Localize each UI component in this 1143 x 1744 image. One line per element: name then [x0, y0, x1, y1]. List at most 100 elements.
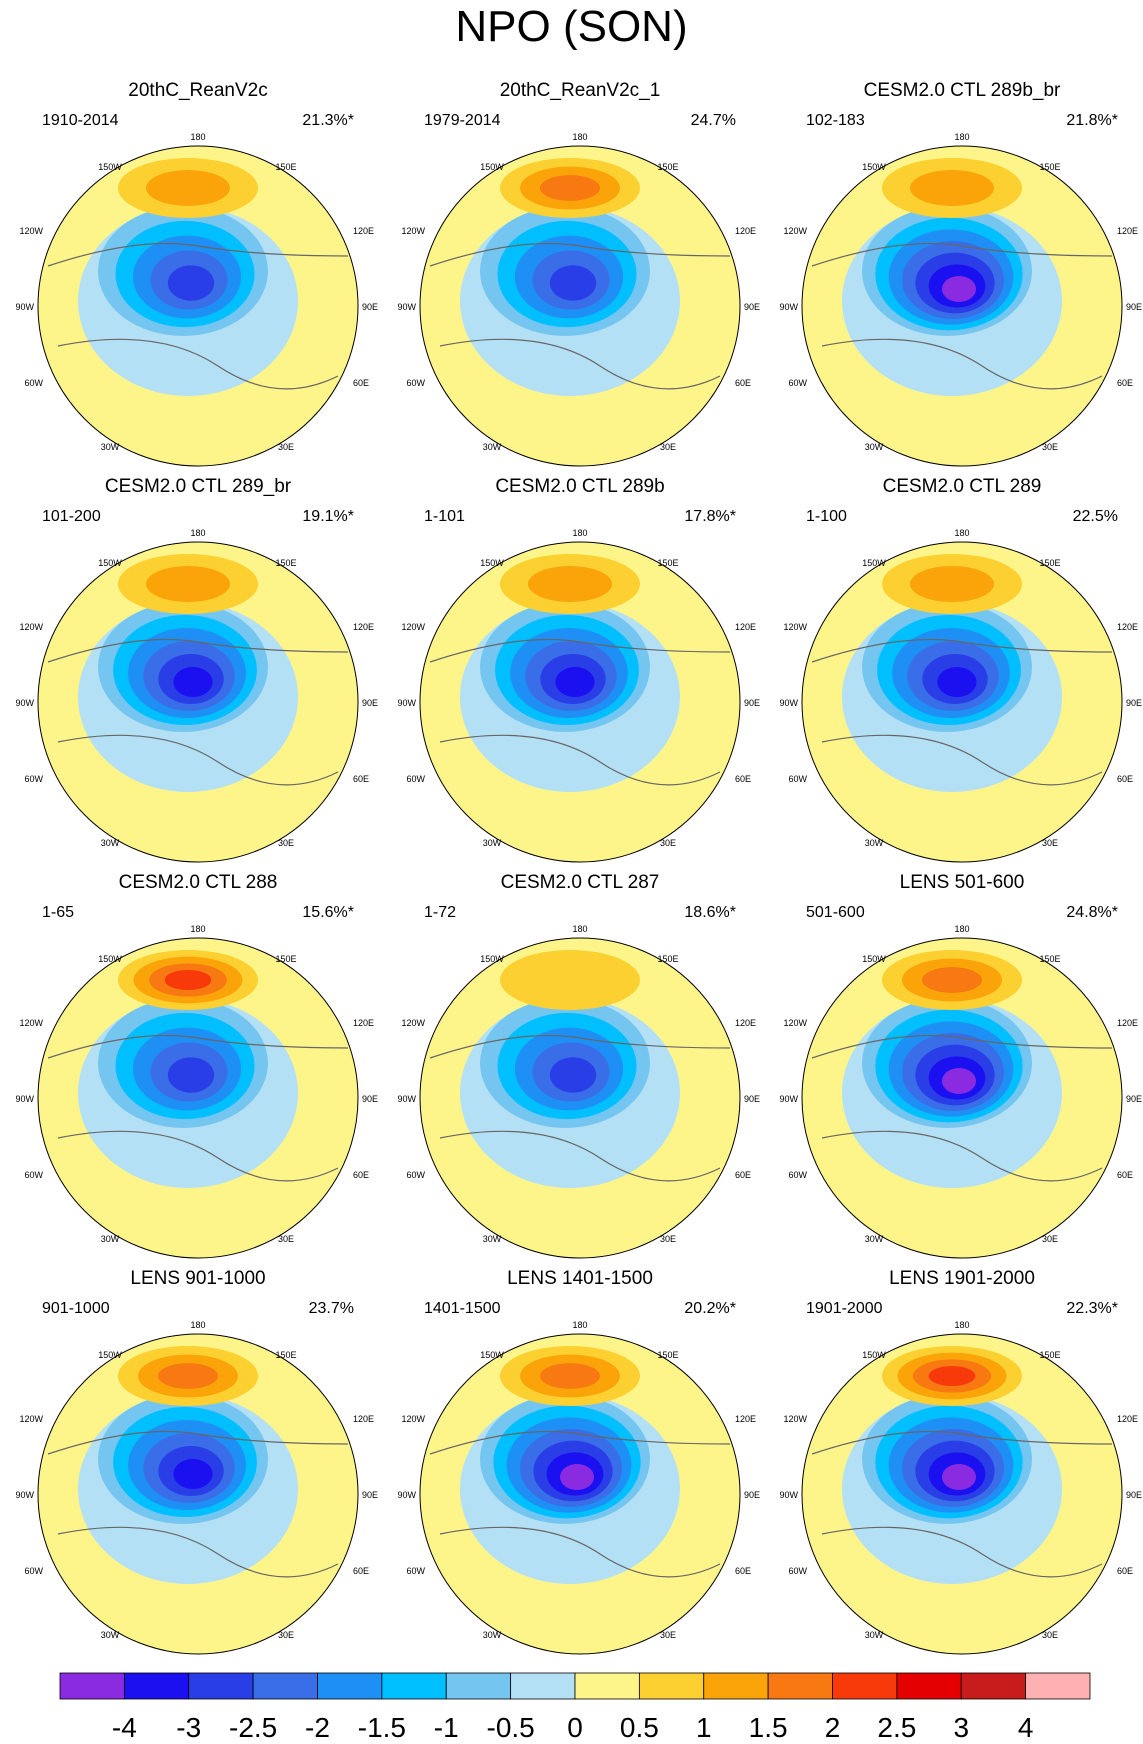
longitude-label: 30E — [660, 1630, 676, 1640]
longitude-label: 30W — [483, 1630, 502, 1640]
longitude-label: 60E — [1117, 1566, 1133, 1576]
longitude-label: 30W — [865, 1630, 884, 1640]
longitude-label: 90E — [1126, 1490, 1142, 1500]
colorbar-tick-label: 4 — [1017, 1712, 1034, 1743]
longitude-label: 120E — [1117, 226, 1138, 236]
map-panel: 180150W150E120W120E90W90E60W60E30W30E0CE… — [8, 476, 388, 872]
colorbar-tick-label: 2.5 — [877, 1712, 917, 1743]
longitude-label: 60W — [24, 1170, 43, 1180]
longitude-label: 120E — [353, 1414, 374, 1424]
coastline — [429, 638, 731, 663]
year-range: 1-100 — [806, 508, 847, 525]
coastline — [439, 338, 721, 390]
longitude-label: 60W — [788, 774, 807, 784]
longitude-label: 30E — [278, 442, 294, 452]
longitude-label: 120W — [783, 1414, 807, 1424]
colorbar-tick-label: -3 — [176, 1712, 202, 1743]
panel-title: LENS 1901-2000 — [889, 1268, 1035, 1289]
longitude-label: 30E — [1042, 442, 1058, 452]
coastline — [811, 1034, 1113, 1059]
longitude-label: 150E — [657, 558, 678, 568]
longitude-label: 150E — [275, 162, 296, 172]
longitude-label: 150W — [862, 954, 886, 964]
positive-contour — [146, 566, 230, 602]
longitude-label: 150E — [275, 558, 296, 568]
polar-map: 180150W150E120W120E90W90E60W60E30W30E0 — [397, 924, 760, 1259]
year-range: 102-183 — [806, 112, 865, 129]
longitude-label: 30W — [483, 1234, 502, 1244]
longitude-label: 150E — [1039, 954, 1060, 964]
colorbar-segment — [703, 1672, 769, 1700]
panel-title: CESM2.0 CTL 289b — [495, 476, 665, 497]
colorbar-tick-label: -0.5 — [486, 1712, 535, 1743]
longitude-label: 60E — [353, 1566, 369, 1576]
longitude-label: 90E — [362, 1490, 378, 1500]
colorbar-tick-label: 2 — [824, 1712, 841, 1743]
coastline — [47, 638, 349, 663]
longitude-label: 60E — [735, 378, 751, 388]
colorbar-segment — [960, 1672, 1027, 1700]
longitude-label: 90E — [744, 698, 760, 708]
panel-title: LENS 501-600 — [899, 872, 1025, 893]
longitude-label: 60E — [735, 1170, 751, 1180]
colorbar-tick-label: 1 — [695, 1712, 712, 1743]
map-border — [801, 1333, 1123, 1655]
explained-variance: 20.2%* — [684, 1300, 736, 1317]
colorbar-segment — [381, 1672, 447, 1700]
panel-title: 20thC_ReanV2c — [128, 80, 268, 101]
coastline — [47, 1034, 349, 1059]
colorbar-tick-label: -2.5 — [229, 1712, 278, 1743]
map-border — [419, 145, 741, 467]
polar-map: 180150W150E120W120E90W90E60W60E30W30E0 — [779, 132, 1142, 467]
longitude-label: 180 — [954, 924, 969, 934]
negative-contour — [937, 667, 977, 697]
longitude-label: 60W — [24, 1566, 43, 1576]
colorbar-tick-label: -2 — [305, 1712, 330, 1743]
coastline — [429, 1430, 731, 1455]
panel-title: CESM2.0 CTL 289_br — [104, 476, 292, 497]
longitude-label: 180 — [572, 924, 587, 934]
longitude-label: 90W — [15, 698, 34, 708]
negative-contour — [560, 1464, 594, 1490]
longitude-label: 90E — [744, 302, 760, 312]
longitude-label: 90W — [779, 1094, 798, 1104]
longitude-label: 30W — [101, 442, 120, 452]
longitude-label: 90E — [744, 1490, 760, 1500]
colorbar-segment — [574, 1672, 640, 1700]
map-border — [37, 145, 359, 467]
positive-contour — [158, 1363, 218, 1389]
panel-title: 20thC_ReanV2c_1 — [499, 80, 661, 101]
polar-map: 180150W150E120W120E90W90E60W60E30W30E0 — [779, 1320, 1142, 1655]
longitude-label: 180 — [572, 528, 587, 538]
map-border — [801, 145, 1123, 467]
explained-variance: 18.6%* — [684, 904, 736, 921]
longitude-label: 180 — [190, 1320, 205, 1330]
longitude-label: 120W — [783, 226, 807, 236]
map-panel: 180150W150E120W120E90W90E60W60E30W30E0CE… — [390, 872, 770, 1268]
map-border — [801, 937, 1123, 1259]
longitude-label: 30W — [483, 838, 502, 848]
longitude-label: 180 — [572, 1320, 587, 1330]
positive-contour — [528, 566, 612, 602]
positive-contour — [146, 170, 230, 206]
positive-contour — [500, 950, 640, 1010]
polar-map: 180150W150E120W120E90W90E60W60E30W30E0 — [779, 924, 1142, 1259]
coastline — [439, 1130, 721, 1182]
longitude-label: 120E — [735, 622, 756, 632]
longitude-label: 120W — [783, 1018, 807, 1028]
longitude-label: 30E — [660, 838, 676, 848]
negative-contour — [942, 1464, 976, 1490]
longitude-label: 60W — [24, 774, 43, 784]
longitude-label: 30W — [101, 838, 120, 848]
longitude-label: 120W — [401, 622, 425, 632]
longitude-label: 90W — [15, 1094, 34, 1104]
longitude-label: 180 — [954, 528, 969, 538]
coastline — [821, 1130, 1103, 1182]
longitude-label: 120E — [353, 226, 374, 236]
year-range: 1901-2000 — [806, 1300, 883, 1317]
longitude-label: 120W — [19, 226, 43, 236]
negative-contour — [173, 1459, 213, 1489]
negative-contour — [167, 265, 215, 301]
longitude-label: 90W — [779, 698, 798, 708]
longitude-label: 150E — [657, 162, 678, 172]
